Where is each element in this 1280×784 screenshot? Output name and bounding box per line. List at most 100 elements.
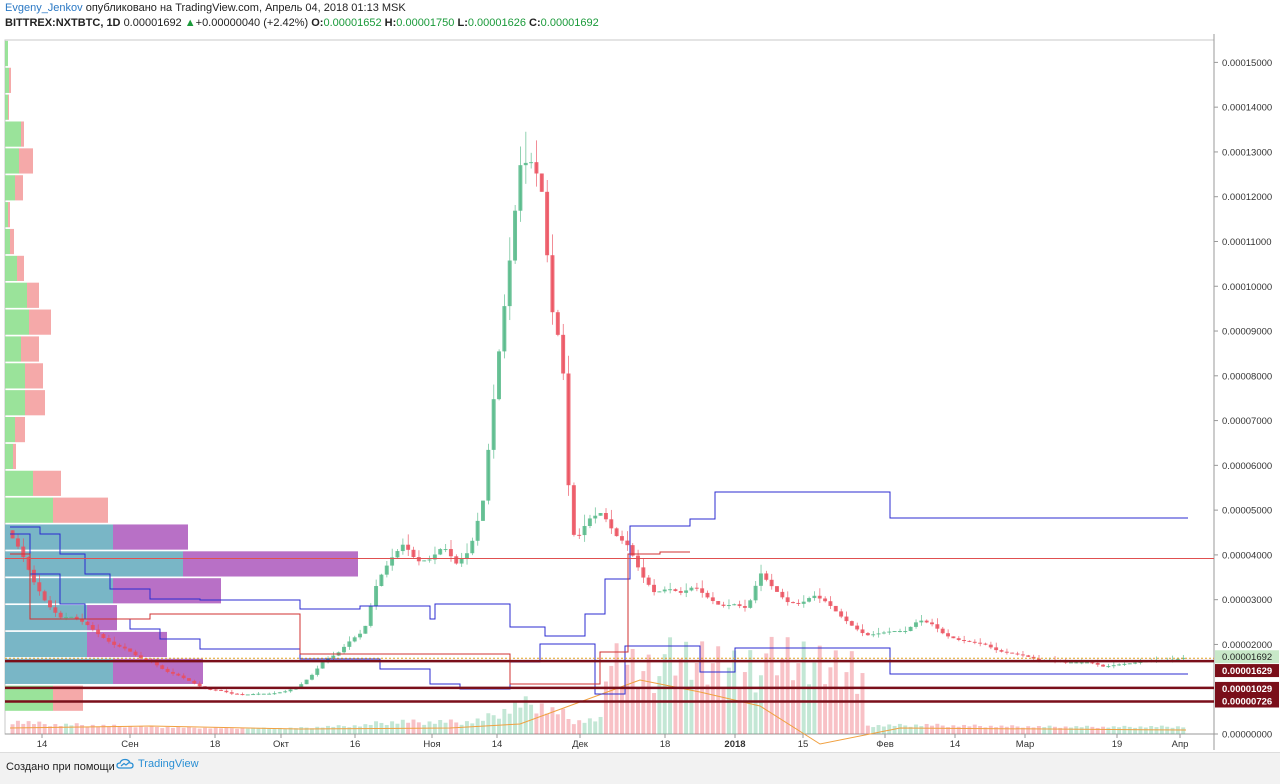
volume-profile-up (5, 470, 33, 496)
volume-bar (96, 726, 101, 734)
volume-bar (662, 654, 667, 734)
volume-bar (523, 696, 528, 734)
time-tick-label: Мар (1016, 739, 1035, 750)
volume-bar (374, 721, 379, 734)
volume-profile-down (19, 148, 33, 174)
volume-bar (31, 724, 36, 734)
volume-bar (10, 724, 15, 734)
price-tick-label: 0.00000000 (1222, 730, 1272, 741)
candle-body (74, 616, 79, 619)
candle-body (90, 625, 95, 630)
volume-bar (582, 722, 587, 734)
volume-bar (881, 726, 886, 734)
volume-bar (775, 675, 779, 734)
volume-bar (892, 725, 897, 734)
candle-body (459, 558, 464, 564)
candle-body (705, 592, 710, 598)
volume-bar (454, 722, 459, 734)
volume-bar (657, 676, 662, 734)
candle-body (844, 616, 849, 622)
high-label: H: (384, 17, 397, 29)
candle-body (208, 689, 213, 691)
candle-body (593, 515, 598, 519)
volume-bar (368, 724, 373, 734)
candle-body (128, 648, 133, 652)
tradingview-brand: TradingView (138, 758, 199, 770)
candle-body (732, 604, 737, 606)
candle-body (21, 546, 26, 558)
candle-body (994, 647, 999, 651)
candle-body (550, 255, 555, 313)
volume-ma-line (9, 679, 1187, 745)
volume-bar (1004, 726, 1009, 734)
candle-body (892, 631, 897, 633)
candle-body (368, 605, 373, 626)
price-tick-label: 0.00014000 (1222, 103, 1272, 114)
candle-body (625, 540, 630, 546)
candle-body (299, 684, 304, 688)
volume-bar (930, 725, 934, 734)
volume-bar (122, 727, 127, 734)
close-value: 0.00001692 (540, 17, 599, 29)
made-with-text: Создано при помощи (6, 761, 115, 773)
volume-bar (946, 727, 950, 734)
volume-bar (913, 724, 918, 734)
volume-profile-up (5, 148, 19, 174)
publish-text: опубликовано на TradingView.com, Апрель … (85, 2, 406, 14)
candle-body (438, 549, 443, 555)
candle-body (122, 646, 127, 649)
volume-bar (593, 721, 598, 734)
volume-bar (737, 689, 742, 734)
candle-body (400, 544, 405, 552)
candle-body (710, 597, 715, 602)
volume-bar (550, 707, 555, 734)
candle-body (983, 643, 988, 645)
volume-profile-down (21, 121, 24, 147)
volume-bar (940, 725, 945, 734)
volume-bar (951, 725, 956, 734)
volume-bar (1170, 727, 1175, 734)
volume-bar (529, 704, 534, 734)
candle-body (978, 642, 983, 644)
volume-bar (849, 651, 854, 734)
volume-bar (277, 727, 282, 734)
candle-body (908, 626, 913, 632)
candle-body (502, 306, 507, 352)
price-label-box (1215, 664, 1279, 678)
volume-bar (1138, 726, 1143, 734)
volume-profile-down (9, 67, 11, 93)
volume-bar (42, 724, 47, 734)
volume-profile-down (53, 497, 108, 523)
candle-body (304, 679, 309, 685)
candle-body (769, 579, 774, 587)
volume-bar (1143, 727, 1148, 734)
volume-profile-down (8, 94, 9, 120)
volume-bar (1042, 727, 1047, 734)
volume-profile-down (87, 631, 167, 658)
candle-body (523, 162, 528, 166)
volume-bar (716, 646, 721, 734)
volume-bar (710, 663, 715, 734)
volume-bar (571, 724, 576, 734)
volume-bar (587, 718, 592, 734)
volume-bar (689, 679, 694, 734)
candle-body (619, 536, 624, 541)
candle-body (833, 605, 838, 612)
candle-body (801, 601, 806, 604)
author-link[interactable]: Evgeny_Jenkov (5, 2, 83, 14)
candle-body (331, 655, 336, 659)
tradingview-link[interactable]: TradingView (116, 758, 199, 770)
candle-body (636, 555, 640, 568)
price-chart[interactable]: 0.00015000 0.00014000 0.00013000 0.00012000… (0, 34, 1280, 750)
candle-body (192, 680, 197, 684)
volume-bar (299, 727, 304, 734)
volume-profile-up (5, 524, 113, 550)
candle-body (737, 604, 742, 607)
candle-body (913, 622, 918, 627)
candle-body (876, 633, 881, 635)
candle-body (342, 646, 346, 653)
volume-profile-up (5, 363, 25, 389)
candle-body (967, 640, 972, 642)
volume-bar (924, 723, 929, 734)
volume-bar (833, 650, 838, 734)
